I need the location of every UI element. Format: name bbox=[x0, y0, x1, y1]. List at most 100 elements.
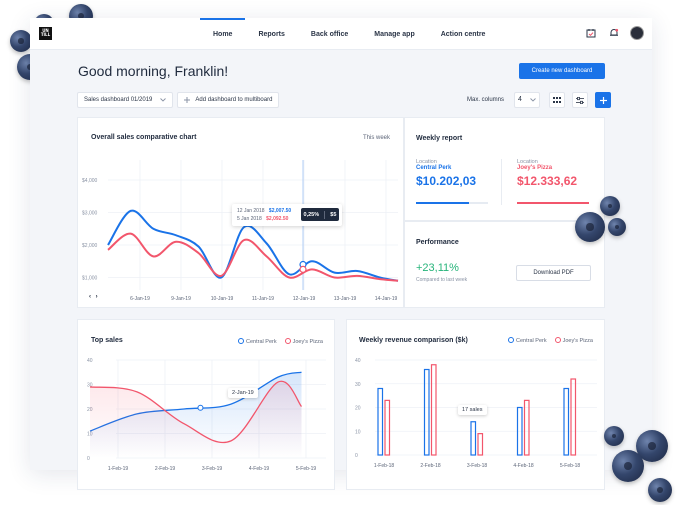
bar bbox=[470, 421, 477, 456]
x-tick-label: 9-Jan-19 bbox=[171, 296, 191, 302]
dashboard-toolbar: Sales dashboard 01/2019 Add dashboard to… bbox=[77, 92, 280, 108]
settings-button[interactable] bbox=[572, 92, 589, 108]
y-tick-label: $3,000 bbox=[82, 211, 98, 217]
legend-label: Joey's Pizza bbox=[292, 339, 323, 345]
location-label: Location bbox=[416, 159, 437, 165]
top-navigation-bar: UN TILL Home Reports Back office Manage … bbox=[30, 18, 652, 50]
location-label: Location bbox=[517, 159, 538, 165]
legend-label: Central Perk bbox=[516, 338, 547, 344]
top-sales-legend: Central Perk Joey's Pizza bbox=[238, 338, 323, 345]
y-tick-label: $1,000 bbox=[82, 276, 98, 282]
max-columns-value: 4 bbox=[518, 96, 522, 103]
avatar[interactable] bbox=[630, 26, 644, 40]
grid-view-button[interactable] bbox=[549, 92, 566, 108]
x-tick-label: 3-Feb-19 bbox=[202, 466, 223, 472]
x-tick-label: 6-Jan-19 bbox=[130, 296, 150, 302]
weekly-report-card: Weekly report Location Central Perk $10.… bbox=[404, 117, 605, 221]
y-tick-label: 0 bbox=[355, 453, 358, 459]
legend-label: Central Perk bbox=[246, 339, 277, 345]
nav-item-action-centre[interactable]: Action centre bbox=[440, 31, 486, 38]
blueberry-decoration bbox=[600, 196, 620, 216]
nav-item-manage-app[interactable]: Manage app bbox=[374, 31, 415, 38]
tooltip-badge-currency: $5 bbox=[330, 211, 337, 218]
dashboard-select[interactable]: Sales dashboard 01/2019 bbox=[77, 92, 174, 108]
dashboard-window: UN TILL Home Reports Back office Manage … bbox=[30, 18, 652, 490]
y-tick-label: 40 bbox=[87, 358, 93, 364]
bar bbox=[377, 387, 384, 456]
top-sales-card: Top sales Central Perk Joey's Pizza 40 30… bbox=[77, 319, 335, 490]
series-line bbox=[107, 232, 399, 282]
bar bbox=[430, 364, 437, 456]
nav-item-back-office[interactable]: Back office bbox=[310, 31, 349, 38]
x-tick-label: 10-Jan-19 bbox=[211, 296, 234, 302]
top-sales-tooltip: 2-Jan-19 bbox=[228, 388, 258, 398]
x-tick-label: 13-Jan-19 bbox=[334, 296, 357, 302]
add-to-multiboard-button[interactable]: Add dashboard to multiboard bbox=[177, 92, 280, 108]
max-columns-control: Max. columns 4 bbox=[467, 92, 612, 108]
sales-line-chart: $4,000 $3,000 $2,000 $1,000 6-Jan-19 9-Jan-19… bbox=[82, 160, 399, 302]
tooltip-row1-value: $2,007.50 bbox=[268, 208, 292, 214]
y-tick-label: 30 bbox=[87, 383, 93, 389]
legend-item-joeys-pizza: Joey's Pizza bbox=[284, 338, 323, 345]
location-name: Central Perk bbox=[416, 165, 452, 171]
grid-view-icon bbox=[553, 97, 562, 103]
bar-annotation-tooltip: 17 sales bbox=[458, 405, 487, 415]
weekly-revenue-card: Weekly revenue comparison ($k) Central P… bbox=[346, 319, 605, 490]
blueberry-decoration bbox=[608, 218, 626, 236]
location-value: $10.202,03 bbox=[416, 174, 477, 188]
blueberry-decoration bbox=[612, 450, 644, 482]
weekly-revenue-bar-chart: 40 30 20 10 0 1-Feb-18 2-Feb-18 3-Feb-18 4-Feb-1… bbox=[355, 358, 597, 469]
top-sales-title: Top sales bbox=[91, 337, 123, 344]
chart-nav-arrows[interactable]: ‹ › bbox=[89, 294, 98, 300]
location-name: Joey's Pizza bbox=[517, 165, 553, 171]
bar bbox=[516, 406, 523, 456]
tooltip-row1: 12 Jan 2018 $2,007.50 bbox=[237, 208, 291, 214]
x-tick-label: 1-Feb-18 bbox=[374, 463, 395, 469]
x-tick-label: 4-Feb-19 bbox=[249, 466, 270, 472]
chevron-down-icon bbox=[530, 98, 536, 102]
bar bbox=[570, 378, 577, 456]
bar bbox=[477, 433, 484, 456]
nav-item-home[interactable]: Home bbox=[200, 18, 246, 50]
chevron-left-icon[interactable]: ‹ bbox=[89, 294, 91, 300]
performance-card: Performance +23,11% Compared to last wee… bbox=[404, 221, 605, 308]
dashboard-select-value: Sales dashboard 01/2019 bbox=[84, 97, 153, 103]
calendar-check-icon[interactable] bbox=[584, 26, 598, 40]
performance-note: Compared to last week bbox=[416, 277, 468, 283]
weekly-report-divider bbox=[501, 159, 502, 205]
blueberry-decoration bbox=[575, 212, 605, 242]
top-icons bbox=[584, 26, 644, 40]
max-columns-select[interactable]: 4 bbox=[514, 92, 541, 108]
weekly-revenue-legend: Central Perk Joey's Pizza bbox=[508, 337, 593, 344]
nav-item-reports[interactable]: Reports bbox=[258, 31, 285, 38]
blueberry-decoration bbox=[10, 30, 32, 52]
bar bbox=[523, 399, 530, 456]
legend-label: Joey's Pizza bbox=[562, 338, 593, 344]
x-tick-label: 2-Feb-18 bbox=[420, 463, 441, 469]
location-1-progress-bar bbox=[416, 202, 469, 204]
bar bbox=[384, 399, 391, 456]
download-pdf-button[interactable]: Download PDF bbox=[516, 265, 591, 281]
series-line bbox=[89, 380, 303, 444]
main-nav: Home Reports Back office Manage app Acti… bbox=[200, 18, 498, 50]
sales-chart-period[interactable]: This week bbox=[362, 135, 390, 141]
plus-icon bbox=[184, 97, 191, 103]
tooltip-row1-date: 12 Jan 2018 bbox=[237, 208, 265, 214]
bar bbox=[423, 368, 430, 456]
x-tick-label: 3-Feb-18 bbox=[467, 463, 488, 469]
max-columns-label: Max. columns bbox=[467, 97, 505, 103]
y-tick-label: $4,000 bbox=[82, 178, 98, 184]
add-widget-button[interactable] bbox=[595, 92, 612, 108]
chart-tooltip: 12 Jan 2018 $2,007.50 5 Jan 2018 $2,092.… bbox=[232, 204, 342, 226]
create-dashboard-button[interactable]: Create new dashboard bbox=[519, 63, 605, 79]
tooltip-row2-value: $2,092.50 bbox=[266, 216, 289, 222]
app-logo[interactable]: UN TILL bbox=[39, 27, 52, 40]
weekly-revenue-title: Weekly revenue comparison ($k) bbox=[359, 337, 468, 344]
chevron-right-icon[interactable]: › bbox=[95, 294, 98, 300]
performance-change: +23,11% bbox=[416, 262, 459, 274]
tooltip-row2-date: 5 Jan 2018 bbox=[237, 216, 262, 222]
bell-icon[interactable] bbox=[607, 26, 621, 40]
x-tick-label: 14-Jan-19 bbox=[375, 296, 398, 302]
location-value: $12.333,62 bbox=[517, 174, 578, 188]
tooltip-row2: 5 Jan 2018 $2,092.50 bbox=[237, 216, 288, 222]
